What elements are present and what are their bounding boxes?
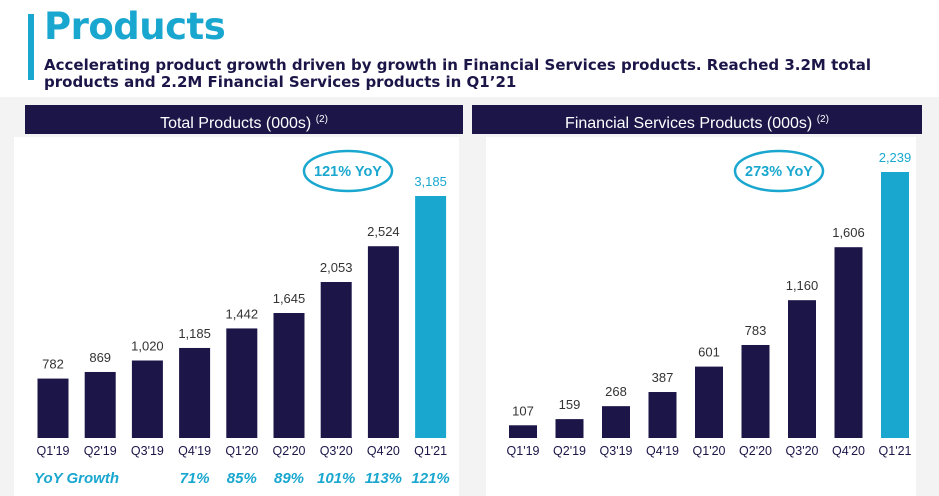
data-label: 107 bbox=[512, 403, 534, 418]
yoy-growth-value: 121% bbox=[411, 470, 449, 487]
tick-label: Q3'20 bbox=[786, 444, 819, 458]
data-label: 387 bbox=[652, 370, 674, 385]
bar bbox=[320, 282, 352, 438]
data-label: 159 bbox=[559, 397, 581, 412]
data-label: 1,185 bbox=[178, 326, 211, 341]
tick-label: Q1'21 bbox=[414, 444, 447, 458]
title-accent-bar bbox=[28, 14, 34, 80]
bar bbox=[367, 246, 399, 438]
page-title: Products bbox=[44, 5, 226, 48]
tick-label: Q4'20 bbox=[832, 444, 865, 458]
data-label: 2,524 bbox=[367, 224, 400, 239]
bar bbox=[741, 344, 770, 438]
bar bbox=[788, 300, 816, 438]
data-label: 869 bbox=[89, 350, 111, 365]
bar bbox=[84, 371, 116, 438]
bar bbox=[834, 247, 863, 438]
tick-label: Q3'19 bbox=[131, 444, 164, 458]
financial-services-header: Financial Services Products (000s) (2) bbox=[472, 105, 922, 134]
bar bbox=[555, 419, 584, 438]
financial-services-footnote: (2) bbox=[816, 114, 829, 125]
bar bbox=[648, 392, 677, 438]
callout-ellipse bbox=[302, 149, 394, 193]
yoy-growth-label: YoY Growth bbox=[34, 470, 119, 487]
bar bbox=[179, 347, 211, 438]
yoy-growth-value: 113% bbox=[365, 470, 402, 487]
tick-label: Q4'19 bbox=[646, 444, 679, 458]
yoy-growth-value: 101% bbox=[317, 470, 355, 487]
bar bbox=[881, 172, 909, 438]
bar bbox=[226, 328, 258, 438]
total-products-chart: 782 Q1'19 869 Q2'19 1,020 Q3'19 1,185 Q4'19 1,44… bbox=[34, 149, 450, 487]
callout-ellipse bbox=[733, 149, 825, 193]
data-label: 1,645 bbox=[273, 291, 306, 306]
data-label: 2,053 bbox=[320, 260, 353, 275]
tick-label: Q1'19 bbox=[37, 444, 70, 458]
yoy-growth-value: 89% bbox=[274, 470, 304, 487]
total-products-header-title: Total Products (000s) bbox=[160, 115, 312, 132]
bar bbox=[602, 406, 630, 438]
financial-services-chart: 107 Q1'19 159 Q2'19 268 Q3'19 387 Q4'19 601 Q1'20… bbox=[507, 149, 912, 458]
data-label: 1,442 bbox=[226, 306, 259, 321]
bar bbox=[131, 360, 163, 438]
financial-services-header-title: Financial Services Products (000s) bbox=[565, 115, 813, 132]
tick-label: Q2'20 bbox=[273, 444, 306, 458]
callout-text: 273% YoY bbox=[745, 164, 813, 180]
total-products-header: Total Products (000s) (2) bbox=[25, 105, 463, 134]
tick-label: Q1'19 bbox=[507, 444, 540, 458]
bar bbox=[509, 425, 537, 438]
tick-label: Q4'19 bbox=[178, 444, 211, 458]
data-label: 783 bbox=[745, 323, 767, 338]
bar bbox=[273, 313, 305, 438]
bar bbox=[37, 378, 69, 438]
tick-label: Q2'20 bbox=[739, 444, 772, 458]
tick-label: Q3'19 bbox=[600, 444, 633, 458]
page-subtitle: Accelerating product growth driven by gr… bbox=[44, 56, 871, 91]
yoy-growth-value: 71% bbox=[180, 470, 210, 487]
data-label: 1,606 bbox=[832, 225, 865, 240]
tick-label: Q1'21 bbox=[879, 444, 912, 458]
tick-label: Q1'20 bbox=[693, 444, 726, 458]
data-label: 3,185 bbox=[414, 174, 447, 189]
total-products-footnote: (2) bbox=[315, 114, 328, 125]
tick-label: Q3'20 bbox=[320, 444, 353, 458]
data-label: 2,239 bbox=[879, 150, 912, 165]
bar bbox=[415, 196, 447, 438]
tick-label: Q1'20 bbox=[225, 444, 258, 458]
tick-label: Q2'19 bbox=[553, 444, 586, 458]
yoy-growth-value: 85% bbox=[227, 470, 257, 487]
callout-text: 121% YoY bbox=[314, 164, 382, 180]
tick-label: Q4'20 bbox=[367, 444, 400, 458]
data-label: 782 bbox=[42, 357, 64, 372]
data-label: 1,160 bbox=[786, 278, 819, 293]
bar bbox=[695, 366, 723, 438]
data-label: 268 bbox=[605, 384, 627, 399]
data-label: 1,020 bbox=[131, 338, 164, 353]
tick-label: Q2'19 bbox=[84, 444, 117, 458]
data-label: 601 bbox=[698, 345, 720, 360]
